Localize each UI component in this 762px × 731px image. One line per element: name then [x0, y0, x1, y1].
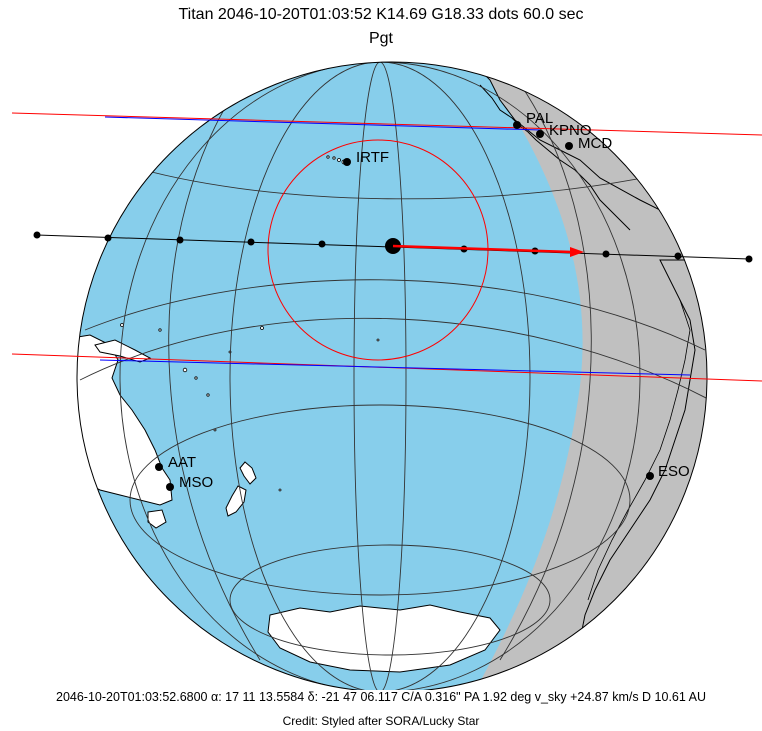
occultation-map: PAL KPNO MCD IRTF AAT MSO ESO [11, 61, 762, 690]
observatory-label: AAT [168, 454, 196, 471]
observatory-marker [166, 483, 174, 491]
direction-arrow-head [570, 247, 584, 257]
antarctica-land [267, 604, 501, 673]
observatory-kpno: KPNO [536, 122, 592, 139]
observatory-marker [343, 158, 351, 166]
new-zealand-north [239, 461, 257, 485]
time-dot [745, 255, 753, 263]
time-dot [33, 231, 41, 239]
time-dot [602, 250, 610, 258]
time-dot [104, 234, 112, 242]
observatory-label: ESO [658, 463, 690, 480]
direction-arrow-shaft [392, 244, 573, 254]
event-info-line: 2046-10-20T01:03:52.6800 α: 17 11 13.558… [56, 690, 706, 704]
north-limit-outer [11, 112, 762, 136]
observatory-aat: AAT [155, 454, 196, 471]
observatory-eso: ESO [646, 463, 690, 480]
observatory-marker [536, 130, 544, 138]
pacific-islands [120, 323, 380, 492]
time-dot [247, 238, 255, 246]
observatory-mso: MSO [166, 474, 213, 491]
observatory-label: KPNO [549, 122, 592, 139]
plot-subtitle: Pgt [368, 30, 393, 47]
observatory-label: MCD [578, 135, 612, 152]
observatory-mcd: MCD [565, 135, 612, 152]
north-limit-body [104, 116, 541, 131]
baja-coast [479, 84, 631, 231]
plot-title: Titan 2046-10-20T01:03:52 K14.69 G18.33 … [178, 6, 584, 23]
time-dots [33, 231, 753, 263]
observatory-marker [646, 472, 654, 480]
observatory-label: IRTF [356, 149, 389, 166]
globe-outline [76, 61, 708, 690]
observatory-irtf: IRTF [343, 149, 389, 166]
south-limit-body [99, 359, 691, 376]
new-guinea-land [94, 339, 152, 363]
time-dot [674, 252, 682, 260]
observatory-marker [513, 121, 521, 129]
time-dot [318, 240, 326, 248]
observatory-pal: PAL [513, 110, 553, 129]
observatory-marker [155, 463, 163, 471]
observatory-label: PAL [526, 110, 553, 127]
credit-line: Credit: Styled after SORA/Lucky Star [282, 714, 480, 728]
time-dot [176, 236, 184, 244]
observatory-marker [565, 142, 573, 150]
south-america-inland [587, 299, 691, 601]
observatory-label: MSO [179, 474, 213, 491]
